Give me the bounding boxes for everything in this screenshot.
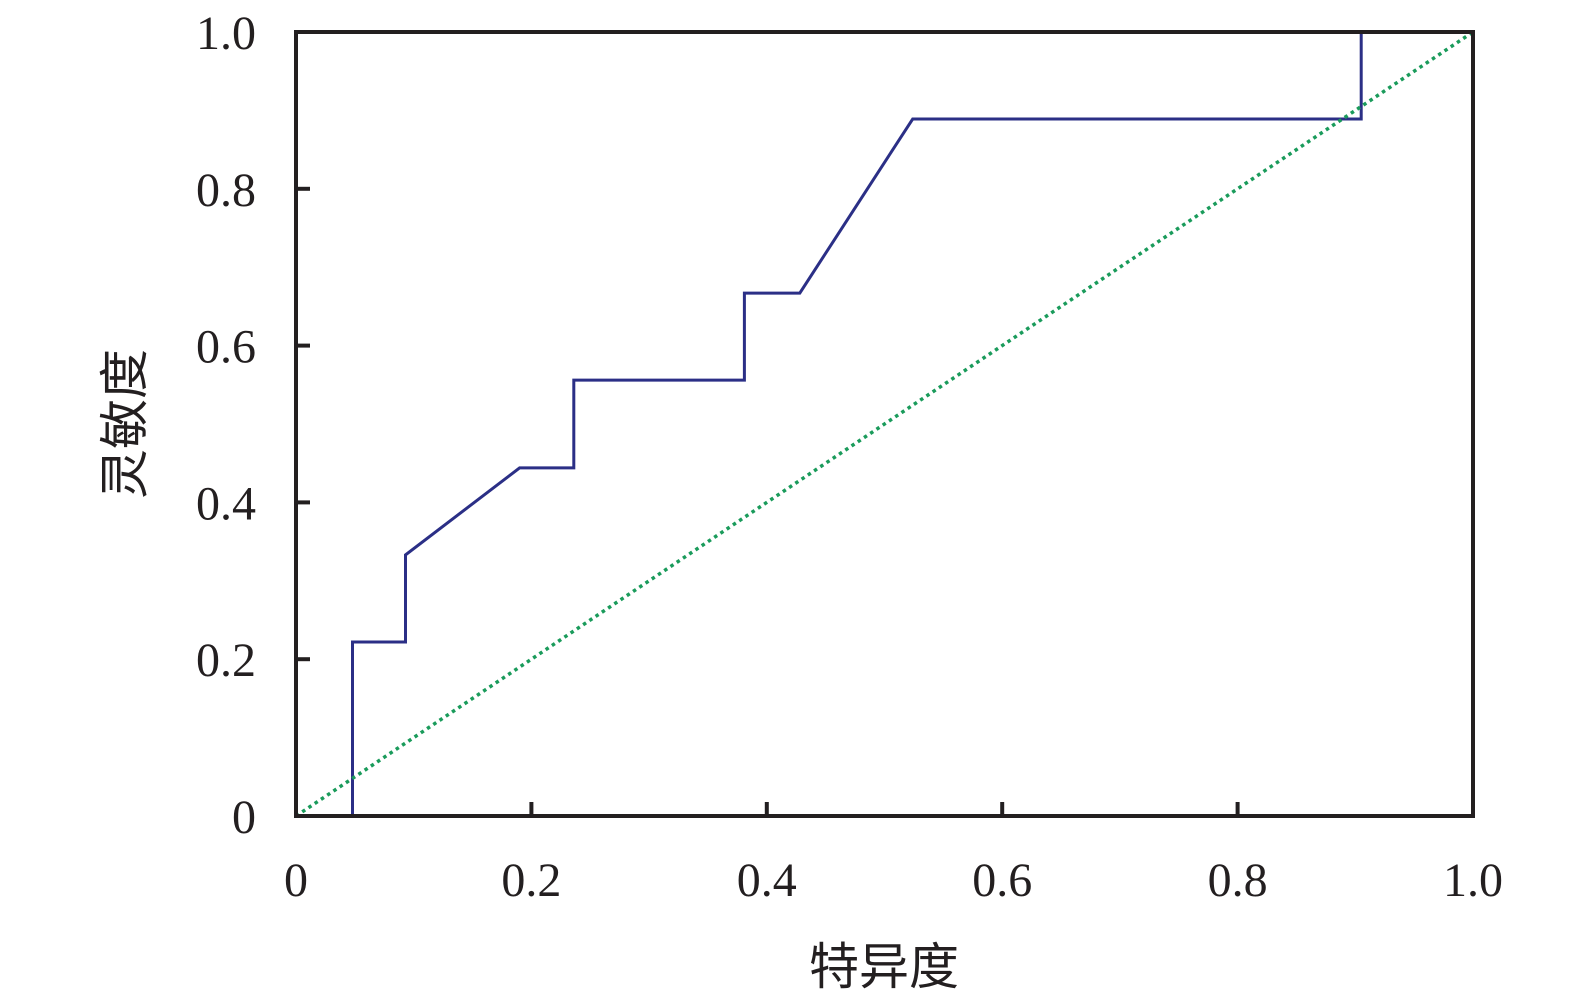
roc-curve-line — [351, 32, 1363, 816]
y-axis-label: 灵敏度 — [97, 349, 153, 499]
x-tick-label: 1.0 — [1443, 854, 1503, 907]
y-tick-label: 0.8 — [196, 164, 256, 217]
marks-layer — [295, 30, 1474, 818]
x-tick-label: 0.4 — [737, 854, 797, 907]
plot-frame — [294, 30, 1475, 818]
y-tick-label: 0.6 — [196, 321, 256, 374]
x-axis-label: 特异度 — [809, 939, 959, 995]
x-tick-label: 0.8 — [1208, 854, 1268, 907]
x-tick-label: 0 — [284, 854, 308, 907]
ticks-layer: 0 0.2 0.4 0.6 0.8 1.0 0 0.2 0.4 0.6 0.8 1.0 — [196, 7, 1503, 907]
x-tick-label: 0.6 — [972, 854, 1032, 907]
y-tick-label: 0 — [232, 791, 256, 844]
y-tick-label: 0.2 — [196, 634, 256, 687]
y-tick-label: 1.0 — [196, 7, 256, 60]
reference-diagonal-line — [295, 30, 1474, 818]
x-tick-label: 0.2 — [501, 854, 561, 907]
y-tick-label: 0.4 — [196, 477, 256, 530]
